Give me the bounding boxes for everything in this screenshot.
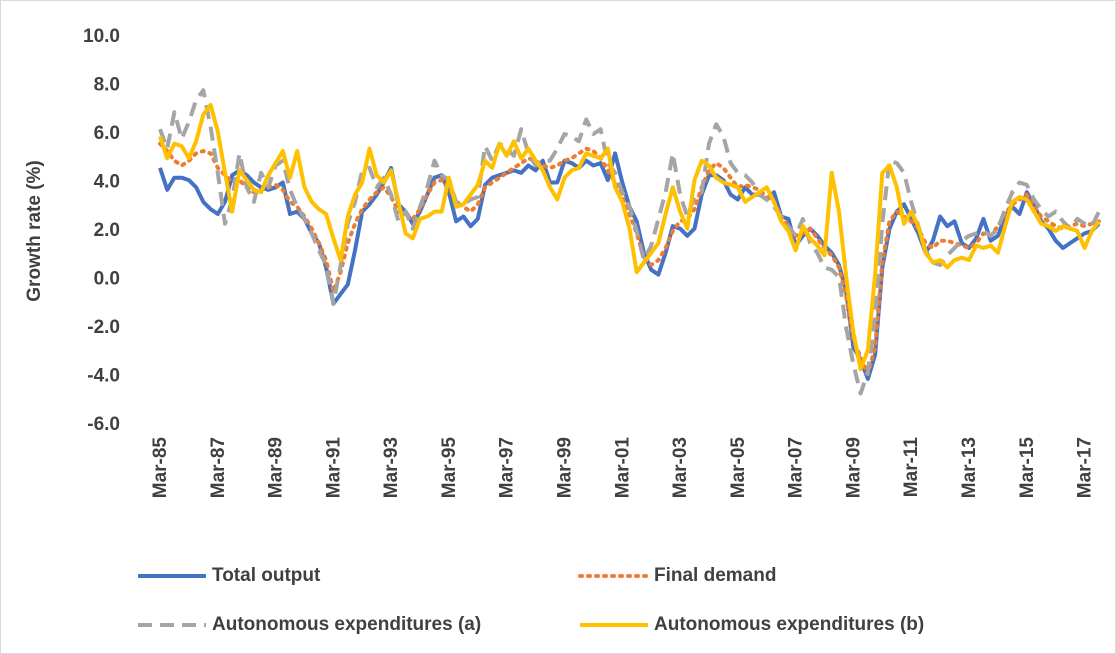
legend-label: Autonomous expenditures (b) xyxy=(654,614,924,635)
series-line xyxy=(158,102,1101,372)
x-tick-label: Mar-11 xyxy=(901,437,922,498)
x-tick-label: Mar-93 xyxy=(381,437,402,498)
y-tick-label: 8.0 xyxy=(94,75,120,96)
y-tick-label: 6.0 xyxy=(94,123,120,144)
x-tick-label: Mar-97 xyxy=(497,437,518,498)
series-line xyxy=(158,141,1101,377)
y-tick-label: 4.0 xyxy=(94,172,120,193)
x-tick-label: Mar-13 xyxy=(959,437,980,498)
x-tick-label: Mar-89 xyxy=(266,437,287,498)
y-axis-title: Growth rate (%) xyxy=(24,160,45,301)
legend-label: Total output xyxy=(212,565,321,586)
x-tick-label: Mar-91 xyxy=(323,437,344,499)
x-tick-label: Mar-05 xyxy=(728,437,749,499)
y-tick-label: -4.0 xyxy=(87,366,120,387)
x-tick-label: Mar-99 xyxy=(555,437,576,498)
x-tick-label: Mar-01 xyxy=(612,437,633,499)
x-tick-label: Mar-07 xyxy=(786,437,807,498)
y-tick-label: -2.0 xyxy=(87,317,120,338)
y-tick-label: 0.0 xyxy=(94,269,120,290)
y-tick-label: 2.0 xyxy=(94,220,120,241)
x-tick-label: Mar-17 xyxy=(1075,437,1096,498)
x-tick-label: Mar-95 xyxy=(439,437,460,499)
x-tick-label: Mar-03 xyxy=(670,437,691,498)
x-tick-label: Mar-85 xyxy=(150,437,171,499)
y-tick-label: 10.0 xyxy=(83,26,120,47)
x-tick-label: Mar-15 xyxy=(1017,437,1038,499)
legend-label: Autonomous expenditures (a) xyxy=(212,614,481,635)
legend-label: Final demand xyxy=(654,565,776,586)
x-tick-label: Mar-09 xyxy=(843,437,864,498)
y-tick-label: -6.0 xyxy=(87,414,120,435)
x-tick-label: Mar-87 xyxy=(208,437,229,498)
